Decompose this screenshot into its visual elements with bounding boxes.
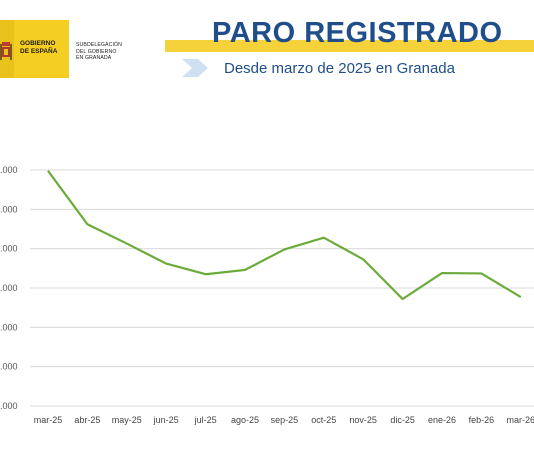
y-tick-label: .000: [0, 165, 18, 175]
x-axis-ticks: mar-25 abr-25 may-25 jun-25 jul-25 ago-25 sep-…: [34, 415, 534, 425]
government-logo: GOBIERNO DE ESPAÑA SUBDELEGACIÓN DEL GOB…: [0, 20, 135, 78]
y-tick-label: .000: [0, 362, 18, 372]
x-tick-label: mar-25: [34, 415, 63, 425]
x-tick-label: oct-25: [311, 415, 336, 425]
crest-icon: [0, 42, 12, 60]
y-tick-label: .000: [0, 283, 18, 293]
x-tick-label: dic-25: [390, 415, 415, 425]
y-tick-label: .000: [0, 401, 18, 411]
x-tick-label: mar-26: [507, 415, 534, 425]
x-tick-label: sep-25: [271, 415, 299, 425]
logo-main-text: GOBIERNO DE ESPAÑA: [20, 40, 58, 55]
line-chart: .000 .000 .000 .000 .000 .000 .000 mar-25 abr-2…: [0, 165, 534, 425]
title-accent-bar: [165, 40, 534, 52]
y-tick-label: .000: [0, 322, 18, 332]
logo-yellow-panel: [14, 20, 69, 78]
y-axis-ticks: .000 .000 .000 .000 .000 .000 .000: [0, 165, 18, 411]
x-tick-label: jun-25: [153, 415, 179, 425]
page-subtitle: Desde marzo de 2025 en Granada: [224, 60, 455, 77]
series-line: [47, 170, 522, 301]
x-tick-label: may-25: [112, 415, 142, 425]
y-tick-label: .000: [0, 244, 18, 254]
x-tick-label: abr-25: [74, 415, 100, 425]
chart-grid: [30, 169, 534, 407]
chevron-right-icon: [182, 59, 208, 77]
logo-sub-text: SUBDELEGACIÓN DEL GOBIERNO EN GRANADA: [76, 42, 122, 61]
page-title: PARO REGISTRADO: [212, 17, 503, 49]
x-tick-label: feb-26: [469, 415, 495, 425]
x-tick-label: ago-25: [231, 415, 259, 425]
x-tick-label: jul-25: [194, 415, 217, 425]
x-tick-label: nov-25: [349, 415, 377, 425]
x-tick-label: ene-26: [428, 415, 456, 425]
y-tick-label: .000: [0, 204, 18, 214]
